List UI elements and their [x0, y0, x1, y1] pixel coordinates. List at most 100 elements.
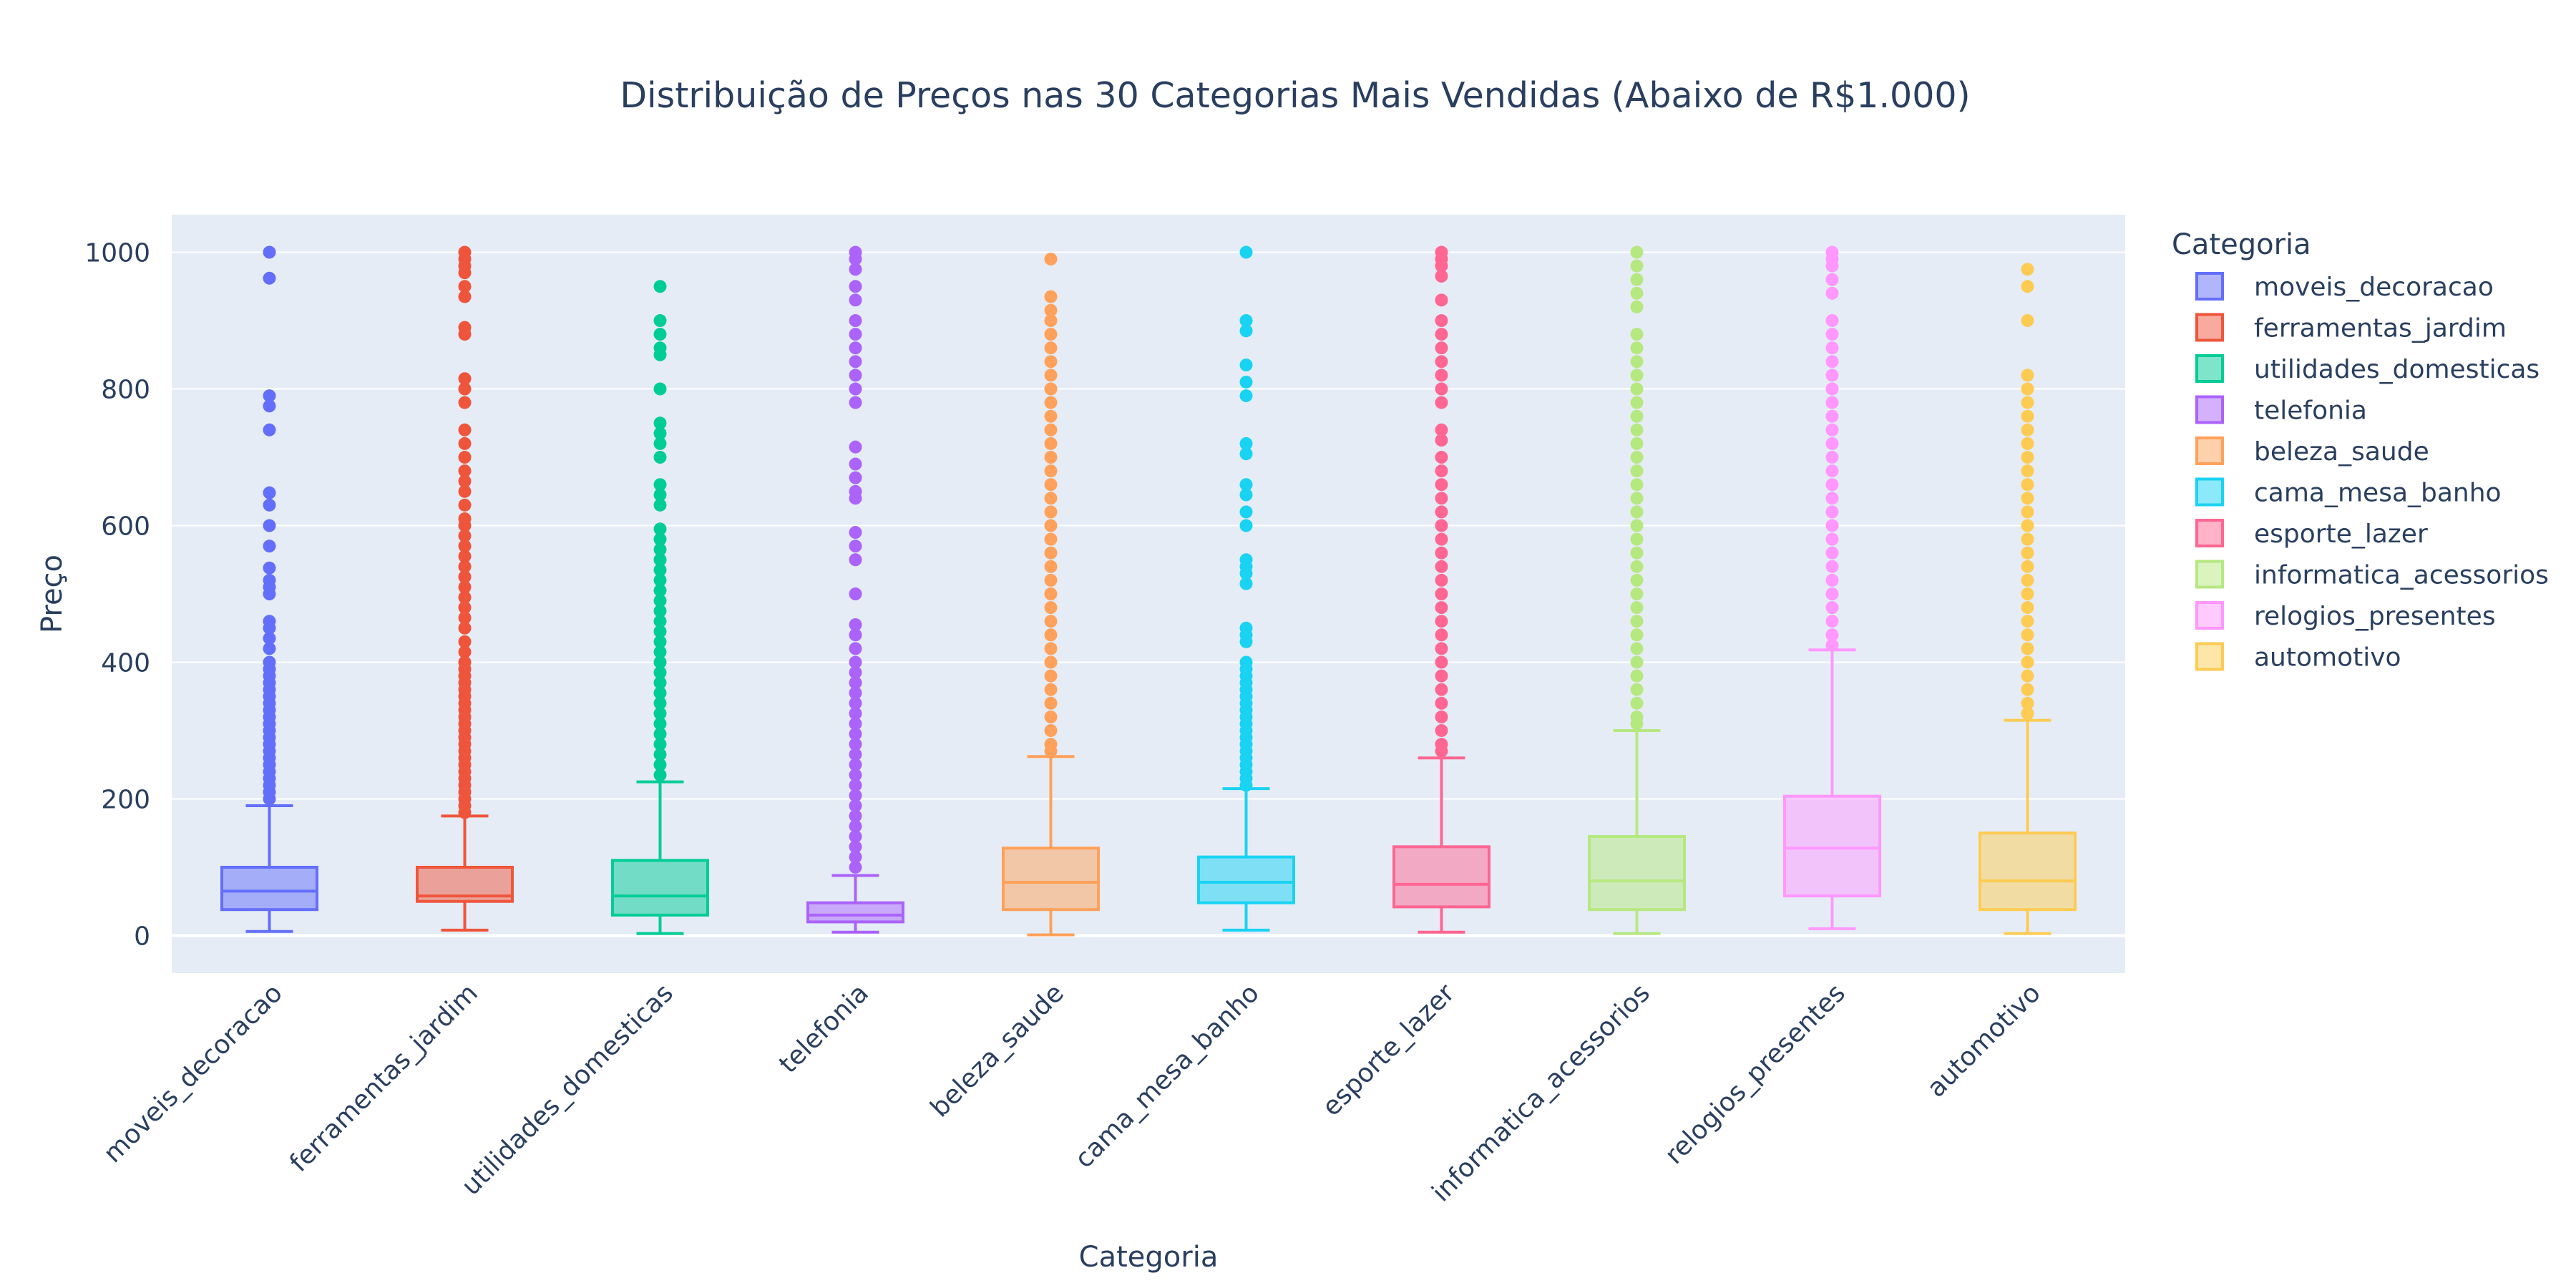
box-group	[416, 245, 514, 932]
outlier-point	[2021, 492, 2034, 505]
legend-item-label: esporte_lazer	[2254, 519, 2428, 549]
outlier-point	[1435, 369, 1448, 382]
outlier-point	[849, 355, 862, 369]
outlier-point	[1630, 717, 1644, 731]
outlier-point	[1435, 314, 1448, 328]
outlier-point	[653, 738, 667, 751]
legend-swatch	[2195, 395, 2224, 424]
outlier-point	[458, 498, 472, 512]
outlier-point	[1630, 655, 1644, 669]
box-group	[806, 245, 904, 934]
outlier-point	[653, 522, 667, 536]
chart-title: Distribuição de Preços nas 30 Categorias…	[620, 75, 1970, 116]
outlier-point	[1239, 488, 1253, 502]
outlier-point	[1630, 601, 1644, 615]
outlier-point	[1044, 505, 1058, 519]
outlier-point	[1825, 601, 1839, 615]
box-iqr	[220, 865, 318, 912]
outlier-point	[263, 632, 276, 645]
outlier-point	[458, 550, 472, 563]
outlier-point	[849, 328, 862, 341]
outlier-point	[1044, 423, 1058, 436]
outlier-point	[2021, 546, 2034, 560]
box-group	[1002, 253, 1100, 937]
outlier-point	[1825, 273, 1839, 286]
outlier-point	[1044, 696, 1058, 710]
outlier-point	[849, 471, 862, 484]
outlier-point	[653, 478, 667, 492]
outlier-point	[1044, 396, 1058, 409]
outlier-point	[1825, 573, 1839, 587]
outlier-point	[1630, 396, 1644, 409]
outlier-point	[1825, 638, 1839, 652]
outlier-point	[1239, 478, 1253, 492]
outlier-point	[2021, 263, 2034, 276]
outlier-point	[1435, 451, 1448, 464]
outlier-point	[653, 769, 667, 782]
outlier-point	[1630, 436, 1644, 450]
outlier-point	[2021, 707, 2034, 721]
outlier-point	[849, 526, 862, 540]
outlier-point	[653, 563, 667, 577]
outlier-point	[849, 492, 862, 505]
outlier-point	[849, 293, 862, 307]
outlier-point	[458, 621, 472, 635]
outlier-point	[653, 594, 667, 608]
outlier-point	[1239, 375, 1253, 389]
outlier-point	[653, 436, 667, 450]
box-iqr	[611, 859, 709, 917]
y-tick-label: 0	[134, 922, 150, 951]
box-iqr	[1002, 847, 1100, 912]
box-group	[611, 280, 709, 935]
y-tick-label: 800	[101, 376, 150, 405]
outlier-point	[1825, 560, 1839, 573]
outlier-point	[849, 540, 862, 553]
outlier-point	[458, 280, 472, 293]
outlier-point	[458, 396, 472, 409]
box-group	[220, 245, 318, 933]
outlier-point	[1825, 314, 1839, 328]
outlier-point	[1044, 683, 1058, 696]
outlier-point	[1630, 273, 1644, 286]
outlier-point	[1630, 505, 1644, 519]
outlier-point	[1435, 505, 1448, 519]
outlier-point	[849, 830, 862, 844]
outlier-point	[1239, 358, 1253, 372]
outlier-point	[849, 850, 862, 864]
outlier-point	[1044, 615, 1058, 628]
outlier-point	[1239, 519, 1253, 532]
box-iqr	[1197, 855, 1295, 904]
legend-swatch	[2195, 642, 2224, 671]
outlier-point	[653, 498, 667, 512]
outlier-point	[458, 601, 472, 615]
legend-title: Categoria	[2172, 228, 2311, 261]
outlier-point	[1044, 532, 1058, 546]
outlier-point	[849, 253, 862, 266]
outlier-point	[458, 806, 472, 819]
outlier-point	[849, 314, 862, 328]
outlier-point	[849, 457, 862, 471]
outlier-point	[1630, 245, 1644, 259]
outlier-point	[1044, 478, 1058, 492]
outlier-point	[1825, 396, 1839, 409]
outlier-point	[1044, 492, 1058, 505]
legend-swatch	[2195, 313, 2224, 342]
outlier-point	[1825, 505, 1839, 519]
outlier-point	[263, 271, 276, 285]
outlier-point	[1825, 451, 1839, 464]
outlier-point	[263, 423, 276, 436]
legend-swatch	[2195, 519, 2224, 547]
outlier-point	[458, 382, 472, 396]
outlier-point	[1630, 492, 1644, 505]
outlier-point	[653, 532, 667, 546]
outlier-point	[849, 665, 862, 679]
outlier-point	[1044, 253, 1058, 266]
outlier-point	[849, 382, 862, 396]
outlier-point	[653, 645, 667, 659]
box-iqr	[806, 901, 904, 924]
outlier-point	[1044, 436, 1058, 450]
outlier-point	[849, 618, 862, 631]
outlier-point	[2021, 382, 2034, 396]
outlier-point	[849, 707, 862, 721]
outlier-point	[653, 382, 667, 396]
